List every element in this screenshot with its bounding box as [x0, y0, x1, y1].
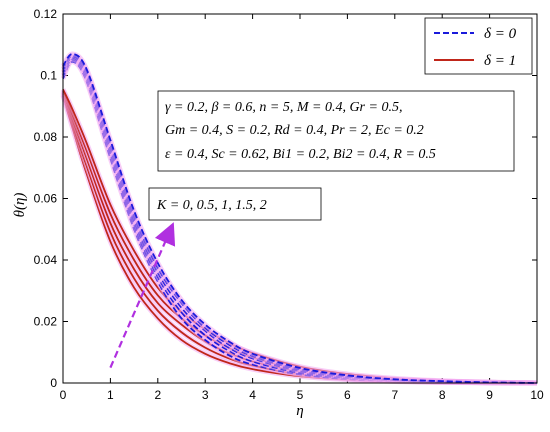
parameter-box: γ = 0.2, β = 0.6, n = 5, M = 0.4, Gr = 0… [157, 90, 515, 172]
x-axis-label: η [296, 403, 303, 419]
x-tick-label: 2 [154, 388, 161, 402]
legend-box [424, 17, 533, 75]
series-layer [60, 51, 538, 386]
increase-arrow [109, 222, 176, 369]
y-tick-label: 0.04 [34, 253, 58, 267]
parameter-line-1: γ = 0.2, β = 0.6, n = 5, M = 0.4, Gr = 0… [165, 100, 402, 115]
x-tick-label: 4 [249, 388, 256, 402]
y-tick-label: 0 [50, 376, 57, 390]
parameter-line-2: Gm = 0.4, S = 0.2, Rd = 0.4, Pr = 2, Ec … [165, 123, 424, 138]
y-tick-label: 0.06 [34, 192, 58, 206]
x-tick-label: 8 [439, 388, 446, 402]
x-tick-label: 1 [107, 388, 114, 402]
k-annotation-text: K = 0, 0.5, 1, 1.5, 2 [156, 198, 267, 213]
legend-label-delta0: δ = 0 [484, 26, 517, 42]
y-tick-label: 0.12 [34, 7, 58, 21]
y-tick-label: 0.02 [34, 315, 58, 329]
legend: δ = 0 δ = 1 [424, 17, 533, 75]
legend-label-delta1: δ = 1 [484, 53, 516, 69]
y-tick-label: 0.08 [34, 130, 58, 144]
x-tick-label: 6 [344, 388, 351, 402]
parameter-line-3: ε = 0.4, Sc = 0.62, Bi1 = 0.2, Bi2 = 0.4… [165, 147, 436, 162]
x-tick-label: 10 [530, 388, 544, 402]
y-axis-label: θ(η) [12, 193, 28, 218]
y-tick-label: 0.1 [40, 69, 57, 83]
series-line-delta0-k2 [62, 53, 538, 384]
x-tick-label: 9 [486, 388, 493, 402]
k-annotation: K = 0, 0.5, 1, 1.5, 2 [148, 187, 322, 221]
axis-ticks: 0 1 2 3 4 5 6 7 8 9 10 0 0.02 0.04 0.06 0.08 0.1 0.12 [34, 7, 544, 402]
x-tick-label: 7 [391, 388, 398, 402]
k-annotation-frame [148, 187, 322, 221]
x-tick-label: 3 [202, 388, 209, 402]
parameter-box-frame [157, 90, 515, 172]
x-tick-label: 0 [60, 388, 67, 402]
x-tick-label: 5 [297, 388, 304, 402]
plot-frame [62, 13, 538, 384]
